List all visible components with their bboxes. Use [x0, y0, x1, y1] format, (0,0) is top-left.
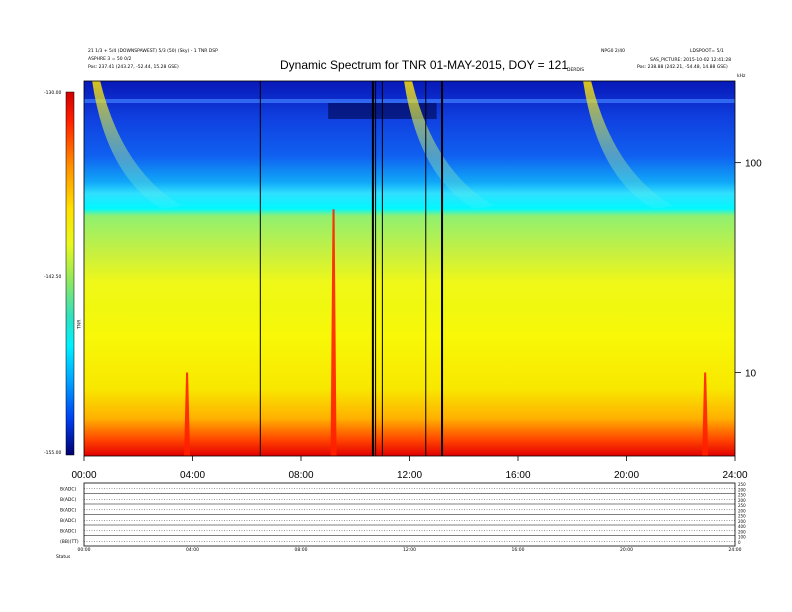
chart-title: Dynamic Spectrum for TNR 01-MAY-2015, DO… [280, 58, 569, 72]
header-left-line2: ASPHRE 3 = 50 0/2 [88, 57, 132, 62]
lower-panel-x-label-1: 04:00 [186, 547, 199, 553]
lower-panel-right-tick-10: 100 [738, 535, 746, 540]
y-tick-label-0: 100 [745, 159, 762, 170]
lower-panel-x-label-0: 00:00 [78, 547, 91, 553]
footer-status-label: Status [56, 555, 71, 560]
lower-panel-row-label-2: B(ADC) [60, 497, 77, 503]
type-iii-burst-3 [583, 81, 674, 209]
lower-panel-x-label-2: 08:00 [295, 547, 308, 553]
colorbar-tick-top: -130.00 [44, 91, 62, 96]
type-iii-burst-2 [404, 81, 495, 209]
lower-panel-row-label-6: (BB)(TT) [60, 539, 79, 545]
intense-spike-3 [702, 372, 709, 456]
header-left-line1: 21 1/3 + 5/4 (DOWNSPAWEST) 5/3 (50) (Sky… [88, 49, 218, 54]
x-tick-label-3: 12:00 [397, 470, 422, 481]
spectrogram-background [84, 81, 735, 456]
lower-panel-row-label-4: B(ADC) [60, 518, 77, 524]
colorbar [65, 91, 75, 456]
lower-panel-x-label-4: 16:00 [512, 547, 525, 553]
colorbar-tick-mid: -142.50 [44, 275, 62, 280]
header-left-line3: Pos: 237.41 (243.27, -52.44, 15.28 GSE) [88, 65, 179, 70]
lower-panel-right-tick-4: 250 [738, 503, 746, 508]
lower-panel-row-label-3: B(ADC) [60, 507, 77, 513]
x-tick-label-1: 04:00 [180, 470, 205, 481]
lower-panel-right-tick-2: 250 [738, 493, 746, 498]
x-tick-label-0: 00:00 [71, 470, 96, 481]
colorbar-tick-bottom: -155.00 [44, 451, 62, 456]
lower-panel-right-tick-6: 250 [738, 514, 746, 519]
intense-spike-1 [330, 209, 337, 456]
colorbar-unit-label: TNR [77, 319, 83, 329]
x-tick-label-4: 16:00 [505, 470, 530, 481]
lower-panel-right-tick-7: 200 [738, 519, 746, 524]
lower-panel-row-label-1: B(ADC) [60, 486, 77, 492]
lower-panel-right-tick-0: 250 [738, 482, 746, 487]
lower-panel-x-label-3: 12:00 [403, 547, 416, 553]
header-right-line3: SAS_PICTURE: 2015-10-02 12:41:28 [650, 58, 732, 63]
lower-panel-right-tick-3: 200 [738, 498, 746, 503]
y-tick-label-1: 10 [745, 368, 757, 379]
header-right-line4: Pos: 238.88 (242.21, -54.48, 14.88 GSE) [637, 65, 728, 70]
top-right-marker: kHz [737, 74, 746, 79]
event-label: DERDIS [567, 68, 585, 73]
lower-panel-right-tick-5: 200 [738, 508, 746, 513]
x-tick-label-5: 20:00 [614, 470, 639, 481]
type-iii-burst-1 [92, 81, 183, 209]
header-right-line1: NPG0 2/40 [601, 49, 625, 54]
lower-panel-x-label-5: 20:00 [620, 547, 633, 553]
x-tick-label-6: 24:00 [722, 470, 747, 481]
header-right-line2: LDSPOOT= 5/1 [690, 49, 724, 54]
intense-spike-2 [184, 372, 191, 456]
lower-panel-x-label-6: 24:00 [729, 547, 742, 553]
lower-panel-right-tick-8: 400 [738, 524, 746, 529]
lower-panel-right-tick-1: 200 [738, 487, 746, 492]
lower-panel-right-tick-11: 0 [738, 540, 741, 545]
lower-panel-right-tick-9: 200 [738, 529, 746, 534]
lower-panel-row-label-5: B(ADC) [60, 528, 77, 534]
x-tick-label-2: 08:00 [288, 470, 313, 481]
